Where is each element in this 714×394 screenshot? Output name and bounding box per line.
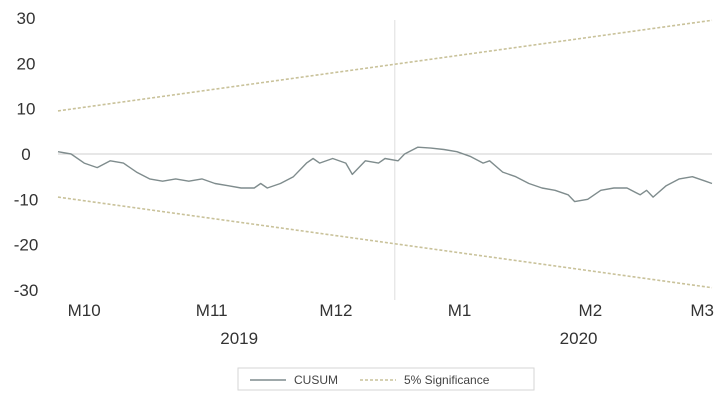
significance-line [57, 196, 713, 289]
x-tick-label: M2 [579, 301, 603, 320]
x-tick-label: M1 [448, 301, 472, 320]
legend: CUSUM 5% Significance [237, 367, 535, 391]
y-tick-label: -20 [14, 236, 39, 255]
y-axis: 30 20 10 0 -10 -20 -30 [14, 9, 39, 300]
x-tick-label: M10 [68, 301, 101, 320]
plot-area [57, 19, 713, 289]
y-tick-label: 20 [17, 54, 36, 73]
x-tick-label: M3 [690, 301, 714, 320]
legend-label: 5% Significance [404, 373, 490, 387]
y-tick-label: -30 [14, 281, 39, 300]
legend-label: CUSUM [294, 373, 338, 387]
cusum-line [57, 146, 713, 203]
y-tick-label: -10 [14, 190, 39, 209]
legend-box [237, 367, 535, 391]
y-tick-label: 10 [17, 100, 36, 119]
y-tick-label: 30 [17, 9, 36, 28]
year-label: 2019 [220, 329, 258, 348]
y-tick-label: 0 [21, 145, 30, 164]
x-tick-label: M12 [319, 301, 352, 320]
x-axis: M10 M11 M12 M1 M2 M3 2019 2020 [58, 20, 714, 348]
significance-line [57, 19, 713, 112]
x-tick-label: M11 [196, 301, 228, 320]
year-label: 2020 [560, 329, 598, 348]
